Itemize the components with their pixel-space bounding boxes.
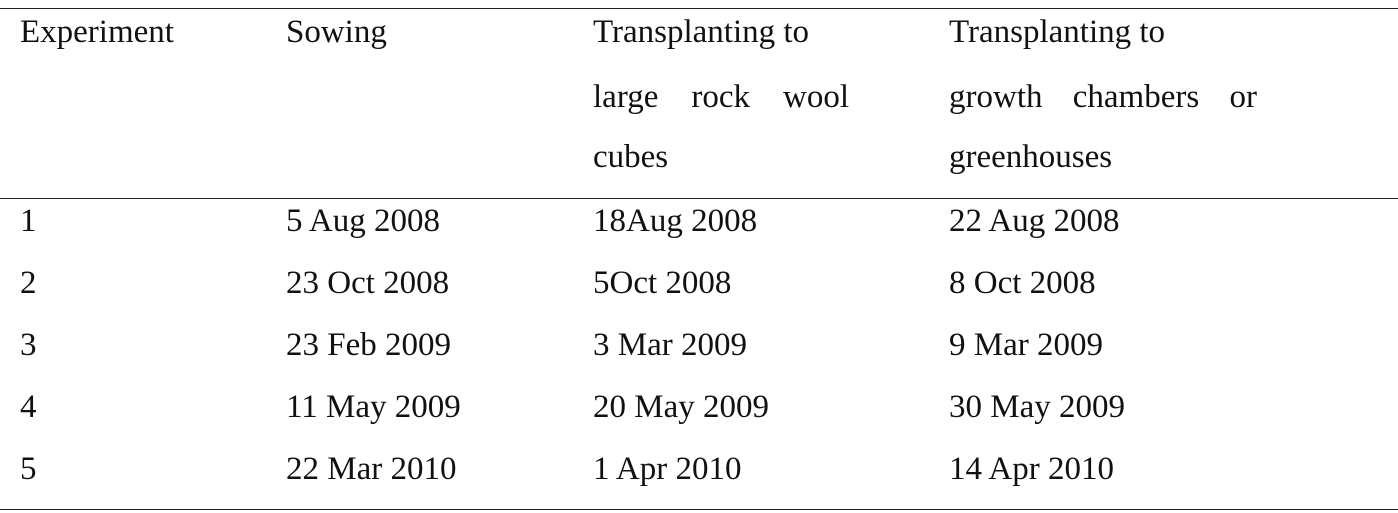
header-word: chambers (1072, 79, 1200, 115)
cell-transplant-cubes: 18Aug 2008 (593, 203, 758, 239)
header-transplant-chambers-line3: greenhouses (949, 139, 1113, 175)
header-word: growth (949, 79, 1043, 115)
header-experiment: Experiment (20, 14, 174, 50)
cell-transplant-cubes: 5Oct 2008 (593, 265, 732, 301)
header-transplant-cubes-line2: large rock wool (593, 81, 849, 114)
header-sowing: Sowing (286, 14, 387, 50)
header-transplant-cubes-line3: cubes (593, 139, 669, 175)
cell-transplant-cubes: 1 Apr 2010 (593, 451, 742, 487)
cell-transplant-chambers: 9 Mar 2009 (949, 327, 1103, 363)
cell-transplant-cubes: 3 Mar 2009 (593, 327, 747, 363)
cell-sowing: 23 Feb 2009 (286, 327, 451, 363)
cell-transplant-chambers: 8 Oct 2008 (949, 265, 1096, 301)
table-header-rule (0, 198, 1398, 199)
cell-experiment: 3 (20, 327, 37, 363)
cell-experiment: 4 (20, 389, 37, 425)
table-bottom-rule (0, 509, 1398, 510)
cell-experiment: 1 (20, 203, 37, 239)
header-transplant-cubes-line1: Transplanting to (593, 14, 810, 50)
cell-transplant-cubes: 20 May 2009 (593, 389, 769, 425)
cell-experiment: 2 (20, 265, 37, 301)
header-word: rock (691, 79, 750, 115)
cell-sowing: 22 Mar 2010 (286, 451, 457, 487)
cell-transplant-chambers: 14 Apr 2010 (949, 451, 1114, 487)
header-word: wool (783, 79, 849, 115)
cell-sowing: 5 Aug 2008 (286, 203, 441, 239)
header-word: large (593, 79, 659, 115)
table-top-rule (0, 8, 1398, 9)
header-word: or (1229, 79, 1257, 115)
cell-sowing: 11 May 2009 (286, 389, 461, 425)
cell-transplant-chambers: 22 Aug 2008 (949, 203, 1120, 239)
header-transplant-chambers-line2: growth chambers or (949, 81, 1257, 114)
cell-transplant-chambers: 30 May 2009 (949, 389, 1125, 425)
cell-experiment: 5 (20, 451, 37, 487)
cell-sowing: 23 Oct 2008 (286, 265, 450, 301)
header-transplant-chambers-line1: Transplanting to (949, 14, 1166, 50)
